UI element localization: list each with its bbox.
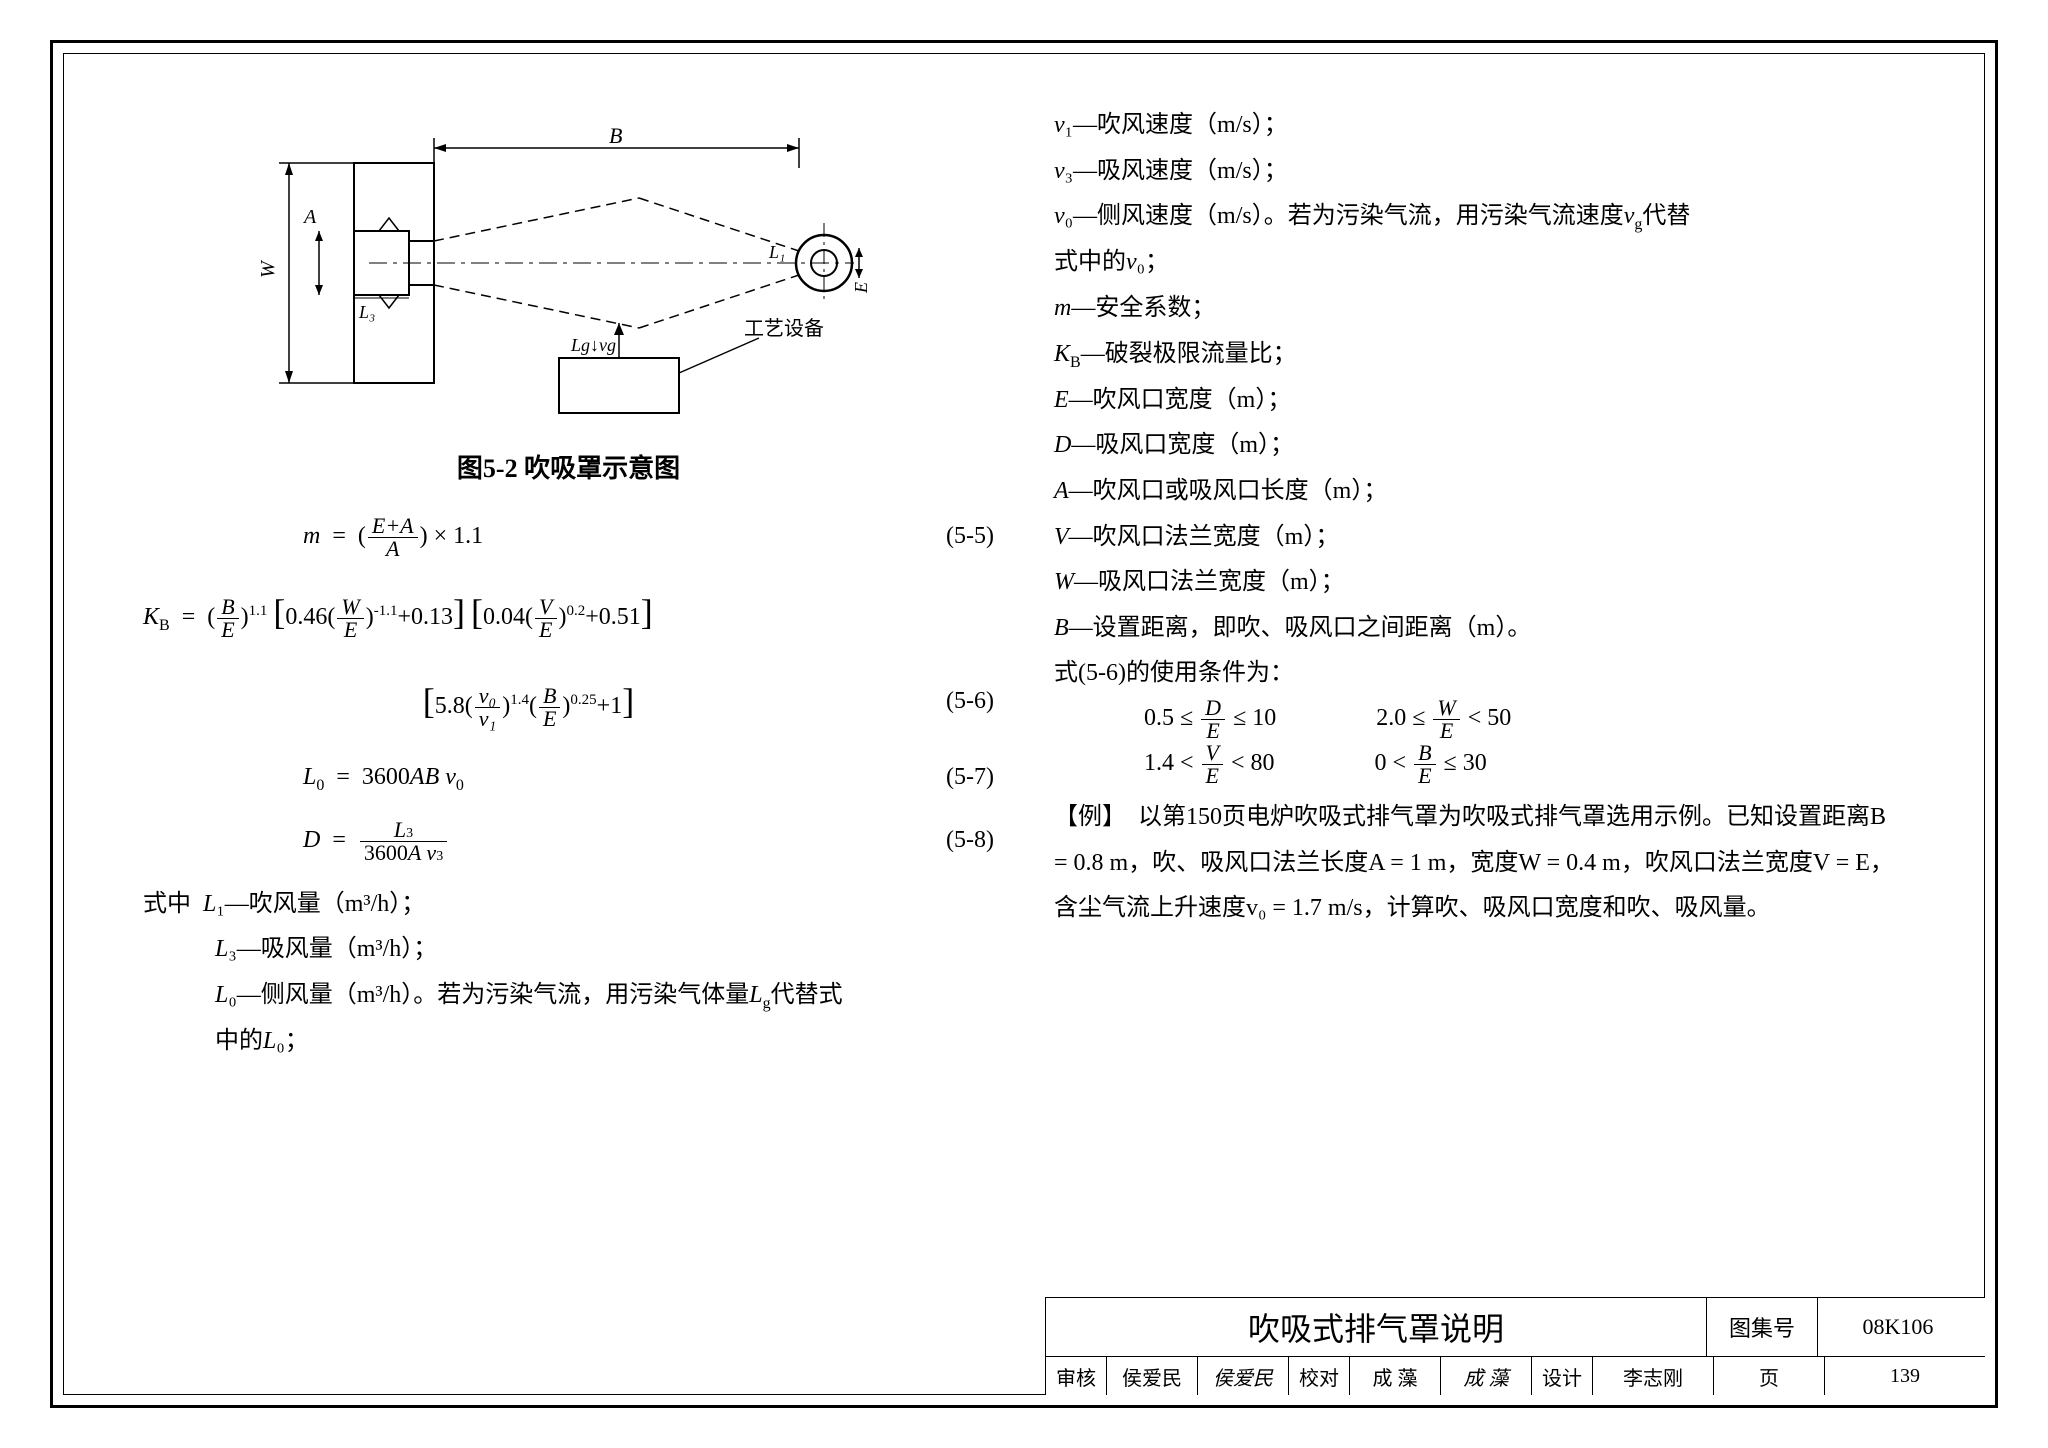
- diagram-svg: W A L₃: [259, 123, 879, 423]
- figure-5-2: W A L₃: [259, 123, 879, 428]
- def-m: m—安全系数；: [1054, 286, 1905, 332]
- title-row-1: 吹吸式排气罩说明 图集号 08K106: [1046, 1298, 1985, 1356]
- def-v3: v₃—吸风速度（m/s）；: [1054, 149, 1905, 195]
- cond-row-1: 0.5 ≤ DE ≤ 10 2.0 ≤ WE < 50: [1054, 697, 1905, 742]
- svg-text:L₃: L₃: [358, 302, 375, 322]
- check-label: 校对: [1289, 1357, 1350, 1395]
- def-W: W—吸风口法兰宽度（m）；: [1054, 560, 1905, 606]
- equations-block: m = (E+AA) × 1.1 (5-5) KB = (BE)1.1 [0.4…: [143, 510, 994, 867]
- where-L0-2: 中的L₀；: [143, 1019, 994, 1065]
- drawing-title: 吹吸式排气罩说明: [1046, 1298, 1707, 1356]
- def-v0-2: 式中的v₀；: [1054, 240, 1905, 286]
- def-B: B—设置距离，即吹、吸风口之间距离（m）。: [1054, 606, 1905, 652]
- check-sign: 成 藻: [1441, 1357, 1532, 1395]
- left-column: W A L₃: [113, 83, 1024, 1285]
- svg-text:W: W: [259, 259, 279, 278]
- eq-number: (5-8): [914, 814, 994, 867]
- def-KB: KB—破裂极限流量比；: [1054, 332, 1905, 378]
- equation-5-8: D = L33600A v3 (5-8): [143, 814, 994, 867]
- where-L3: L₃—吸风量（m³/h）；: [143, 927, 994, 973]
- cond-row-2: 1.4 < VE < 80 0 < BE ≤ 30: [1054, 742, 1905, 787]
- equation-5-6-line1: KB = (BE)1.1 [0.46(WE)-1.1+0.13] [0.04(V…: [143, 573, 994, 652]
- where-intro: 式中: [143, 891, 191, 917]
- eq-number: (5-6): [914, 675, 994, 728]
- content-area: W A L₃: [113, 83, 1935, 1285]
- eq-number: (5-7): [914, 751, 994, 804]
- def-A: A—吹风口或吸风口长度（m）；: [1054, 469, 1905, 515]
- audit-label: 审核: [1046, 1357, 1107, 1395]
- audit-name: 侯爱民: [1107, 1357, 1198, 1395]
- cond-intro: 式(5-6)的使用条件为：: [1054, 651, 1905, 697]
- design-name: 李志刚: [1593, 1357, 1714, 1395]
- equation-5-7: L0 = 3600AB v0 (5-7): [143, 751, 994, 804]
- page-label: 页: [1714, 1357, 1825, 1395]
- right-column: v₁—吹风速度（m/s）； v₃—吸风速度（m/s）； v₀—侧风速度（m/s）…: [1024, 83, 1935, 1285]
- eq-number: (5-5): [914, 510, 994, 563]
- where-block-left: 式中 L₁—吹风量（m³/h）； L₃—吸风量（m³/h）； L₀—侧风量（m³…: [143, 882, 994, 1065]
- check-name: 成 藻: [1350, 1357, 1441, 1395]
- equation-5-5: m = (E+AA) × 1.1 (5-5): [143, 510, 994, 563]
- figure-caption: 图5-2 吹吸罩示意图: [143, 448, 994, 485]
- svg-text:E: E: [851, 282, 871, 294]
- def-D: D—吸风口宽度（m）；: [1054, 423, 1905, 469]
- def-V: V—吹风口法兰宽度（m）；: [1054, 515, 1905, 561]
- svg-text:B: B: [609, 123, 622, 148]
- svg-text:L₁: L₁: [768, 242, 785, 262]
- def-v1: v₁—吹风速度（m/s）；: [1054, 103, 1905, 149]
- design-label: 设计: [1532, 1357, 1593, 1395]
- svg-text:工艺设备: 工艺设备: [744, 317, 824, 340]
- set-label: 图集号: [1707, 1298, 1818, 1356]
- page: W A L₃: [0, 0, 2048, 1448]
- equation-5-6-line2: [5.8(v₀v₁)1.4(BE)0.25+1] (5-6): [143, 662, 994, 741]
- where-L0: L₀—侧风量（m³/h）。若为污染气流，用污染气体量Lg代替式: [143, 973, 994, 1019]
- page-value: 139: [1825, 1357, 1985, 1395]
- def-E: E—吹风口宽度（m）；: [1054, 378, 1905, 424]
- outer-border: W A L₃: [50, 40, 1998, 1408]
- def-v0: v₀—侧风速度（m/s）。若为污染气流，用污染气流速度vg代替: [1054, 194, 1905, 240]
- set-value: 08K106: [1818, 1298, 1978, 1356]
- svg-text:A: A: [302, 206, 317, 228]
- example-text: 【例】 以第150页电炉吹吸式排气罩为吹吸式排气罩选用示例。已知设置距离B = …: [1054, 795, 1905, 932]
- title-row-2: 审核 侯爱民 侯爱民 校对 成 藻 成 藻 设计 李志刚 页 139: [1046, 1356, 1985, 1395]
- title-block: 吹吸式排气罩说明 图集号 08K106 审核 侯爱民 侯爱民 校对 成 藻 成 …: [1045, 1297, 1985, 1395]
- audit-sign: 侯爱民: [1198, 1357, 1289, 1395]
- svg-text:Lg↓vg: Lg↓vg: [570, 335, 616, 355]
